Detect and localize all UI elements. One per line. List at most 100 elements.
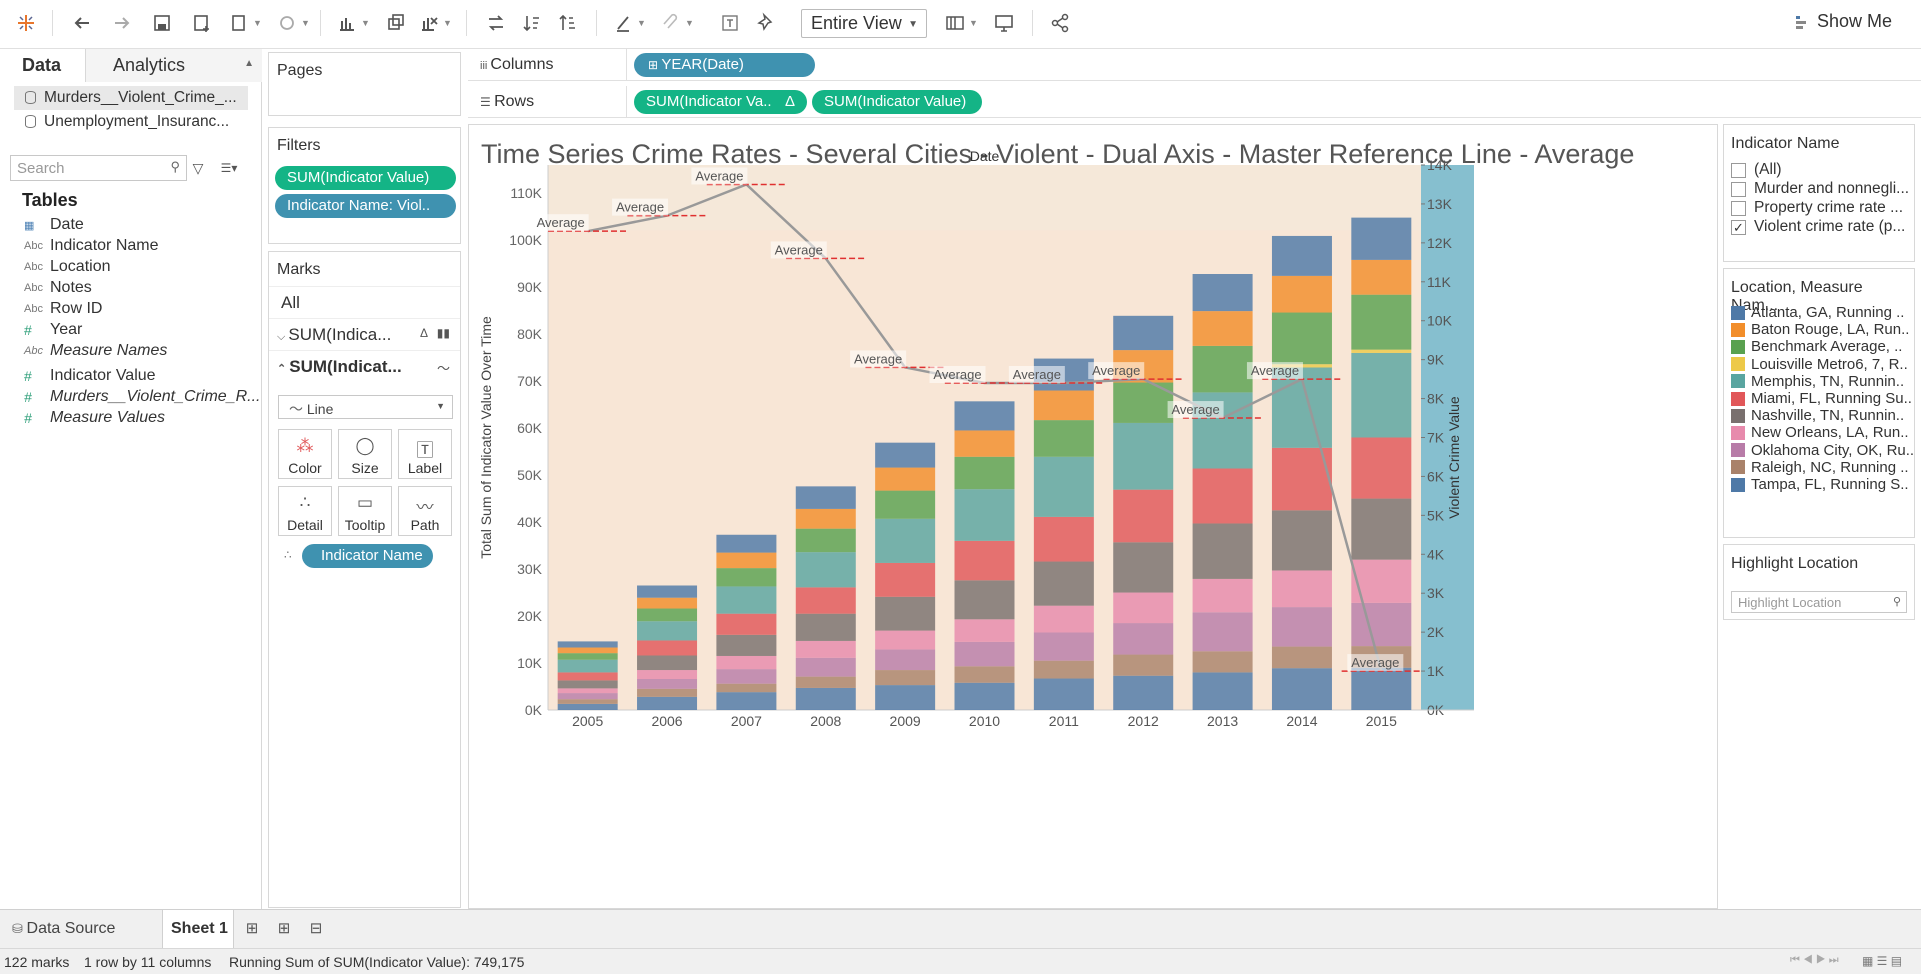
clear-sheet-icon[interactable]: ▼ — [418, 10, 452, 36]
new-worksheet-icon[interactable]: ⊞ — [245, 920, 259, 937]
stacked-bar-segment[interactable] — [716, 552, 777, 569]
field-search-input[interactable]: Search ⚲ — [10, 155, 187, 181]
stacked-bar-segment[interactable] — [557, 680, 618, 689]
stacked-bar-segment[interactable] — [1351, 437, 1412, 499]
stacked-bar-segment[interactable] — [1271, 447, 1332, 511]
new-datasource-icon[interactable] — [190, 10, 214, 36]
stacked-bar-segment[interactable] — [637, 655, 698, 671]
stacked-bar-segment[interactable] — [716, 683, 777, 693]
color-legend-item[interactable]: Benchmark Average, .. — [1731, 336, 1915, 357]
color-legend-item[interactable]: Memphis, TN, Runnin.. — [1731, 371, 1915, 392]
stacked-bar-segment[interactable] — [954, 430, 1015, 457]
stacked-bar-segment[interactable] — [1192, 345, 1253, 393]
stacked-bar-segment[interactable] — [1192, 523, 1253, 579]
stacked-bar-segment[interactable] — [875, 490, 936, 519]
fit-view-dropdown[interactable]: Entire View ▼ — [801, 9, 927, 38]
tab-analytics[interactable]: Analytics ▲ — [86, 49, 262, 82]
stacked-bar-segment[interactable] — [1192, 468, 1253, 524]
pages-card[interactable]: Pages — [268, 52, 461, 116]
stacked-bar-segment[interactable] — [1033, 516, 1094, 562]
stacked-bar-segment[interactable] — [1033, 632, 1094, 661]
pause-updates-icon[interactable]: ▼ — [228, 10, 262, 36]
stacked-bar-segment[interactable] — [795, 528, 856, 553]
color-legend-item[interactable]: New Orleans, LA, Run.. — [1731, 422, 1915, 443]
stacked-bar-segment[interactable] — [716, 655, 777, 670]
stacked-bar-segment[interactable] — [954, 641, 1015, 667]
color-legend-item[interactable]: Louisville Metro6, 7, R.. — [1731, 354, 1915, 375]
filter-pill-indicator-name[interactable]: Indicator Name: Viol.. — [275, 194, 456, 218]
color-button[interactable]: ⁂ Color — [278, 429, 332, 479]
stacked-bar-segment[interactable] — [557, 688, 618, 694]
stacked-bar-segment[interactable] — [557, 653, 618, 660]
rows-pill-sum-indicator[interactable]: SUM(Indicator Value) — [812, 90, 982, 114]
indicator-filter-item[interactable]: ✓ Violent crime rate (p... — [1731, 216, 1915, 238]
stacked-bar-segment[interactable] — [954, 489, 1015, 541]
stacked-bar-segment[interactable] — [795, 613, 856, 641]
chart-svg[interactable]: Date 0K 10K 20K 30K 40K 50K 60K 70K 80K 90K 100K 110… — [469, 125, 1717, 908]
color-legend-item[interactable]: Baton Rouge, LA, Run.. — [1731, 319, 1915, 340]
stacked-bar-segment[interactable] — [795, 676, 856, 688]
checkbox-checked-icon[interactable]: ✓ — [1731, 219, 1746, 235]
marks-tab-sum-indicator-1[interactable]: ⌵ SUM(Indica... Δ ▮▮ — [269, 318, 460, 350]
highlight-location-input[interactable]: Highlight Location ⚲ — [1731, 591, 1907, 613]
duplicate-sheet-icon[interactable] — [384, 10, 408, 36]
stacked-bar-segment[interactable] — [875, 442, 936, 468]
stacked-bar-segment[interactable] — [795, 657, 856, 677]
stacked-bar-segment[interactable] — [557, 647, 618, 654]
stacked-bar-segment[interactable] — [1192, 311, 1253, 346]
stacked-bar-segment[interactable] — [1113, 675, 1174, 710]
filter-fields-icon[interactable]: ▽ — [192, 159, 204, 176]
stacked-bar-segment[interactable] — [875, 596, 936, 631]
stacked-bar-segment[interactable] — [1192, 672, 1253, 710]
new-story-icon[interactable]: ⊟ — [309, 920, 323, 937]
field-year[interactable]: # Year — [24, 319, 82, 341]
stacked-bar-segment[interactable] — [1113, 542, 1174, 593]
stacked-bar-segment[interactable] — [1113, 654, 1174, 676]
stacked-bar-segment[interactable] — [557, 703, 618, 710]
field-row-id[interactable]: Abc Row ID — [24, 298, 102, 320]
stacked-bar-segment[interactable] — [795, 486, 856, 509]
field-measure-names[interactable]: Abc Measure Names — [24, 340, 167, 362]
path-button[interactable]: 〰 Path — [398, 486, 452, 536]
stacked-bar-segment[interactable] — [1271, 668, 1332, 710]
color-legend-item[interactable]: Raleigh, NC, Running .. — [1731, 457, 1915, 478]
stacked-bar-segment[interactable] — [795, 587, 856, 614]
stacked-bar-segment[interactable] — [716, 669, 777, 684]
stacked-bar-segment[interactable] — [1113, 315, 1174, 351]
stacked-bar-segment[interactable] — [795, 687, 856, 710]
rows-shelf[interactable]: ☰ Rows SUM(Indicator Va.. Δ SUM(Indicator… — [468, 86, 1921, 118]
field-indicator-value[interactable]: # Indicator Value — [24, 365, 156, 387]
indicator-filter-item[interactable]: Murder and nonnegli... — [1731, 178, 1915, 200]
stacked-bar-segment[interactable] — [637, 585, 698, 598]
stacked-bar-segment[interactable] — [716, 568, 777, 587]
stacked-bar-segment[interactable] — [1033, 660, 1094, 679]
view-mode-icons[interactable]: ▦ ☰ ▤ — [1862, 954, 1903, 968]
stacked-bar-segment[interactable] — [637, 608, 698, 622]
stacked-bar-segment[interactable] — [1113, 623, 1174, 655]
stacked-bar-segment[interactable] — [1033, 561, 1094, 606]
datasource-item-murders[interactable]: Murders__Violent_Crime_... — [14, 86, 248, 110]
stacked-bar-segment[interactable] — [1033, 605, 1094, 633]
swap-rows-columns-icon[interactable] — [484, 10, 508, 36]
field-measure-values[interactable]: # Measure Values — [24, 407, 165, 429]
stacked-bar-segment[interactable] — [637, 597, 698, 609]
redo-icon[interactable] — [110, 10, 134, 36]
size-button[interactable]: ◯ Size — [338, 429, 392, 479]
stacked-bar-segment[interactable] — [637, 696, 698, 710]
stacked-bar-segment[interactable] — [1192, 651, 1253, 673]
view-options-icon[interactable]: ☰▾ — [220, 161, 238, 175]
checkbox-icon[interactable] — [1731, 200, 1746, 216]
share-icon[interactable] — [1048, 10, 1072, 36]
stacked-bar-segment[interactable] — [875, 670, 936, 686]
stacked-bar-segment[interactable] — [1271, 570, 1332, 608]
stacked-bar-segment[interactable] — [875, 685, 936, 710]
tab-data[interactable]: Data — [0, 49, 86, 82]
datasource-item-unemployment[interactable]: Unemployment_Insuranc... — [14, 110, 248, 134]
columns-shelf[interactable]: iii Columns ⊞ YEAR(Date) — [468, 49, 1921, 81]
stacked-bar-segment[interactable] — [1271, 607, 1332, 647]
stacked-bar-segment[interactable] — [875, 630, 936, 650]
stacked-bar-segment[interactable] — [716, 534, 777, 553]
stacked-bar-segment[interactable] — [1033, 456, 1094, 517]
stacked-bar-segment[interactable] — [954, 540, 1015, 581]
stacked-bar-segment[interactable] — [1351, 352, 1412, 438]
